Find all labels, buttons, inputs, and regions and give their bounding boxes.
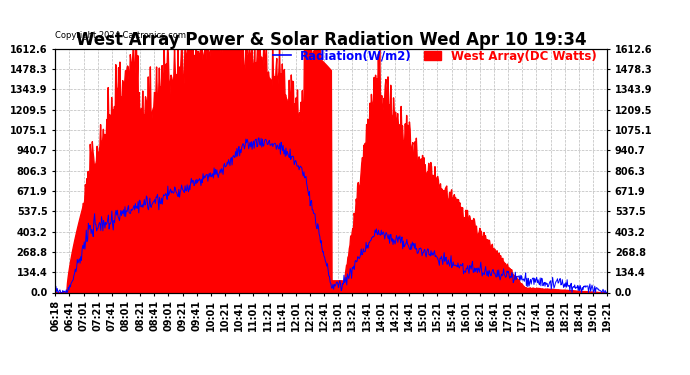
Title: West Array Power & Solar Radiation Wed Apr 10 19:34: West Array Power & Solar Radiation Wed A… <box>76 31 586 49</box>
Legend: Radiation(W/m2), West Array(DC Watts): Radiation(W/m2), West Array(DC Watts) <box>268 45 601 68</box>
Text: Copyright 2024 Cartronics.com: Copyright 2024 Cartronics.com <box>55 31 186 40</box>
